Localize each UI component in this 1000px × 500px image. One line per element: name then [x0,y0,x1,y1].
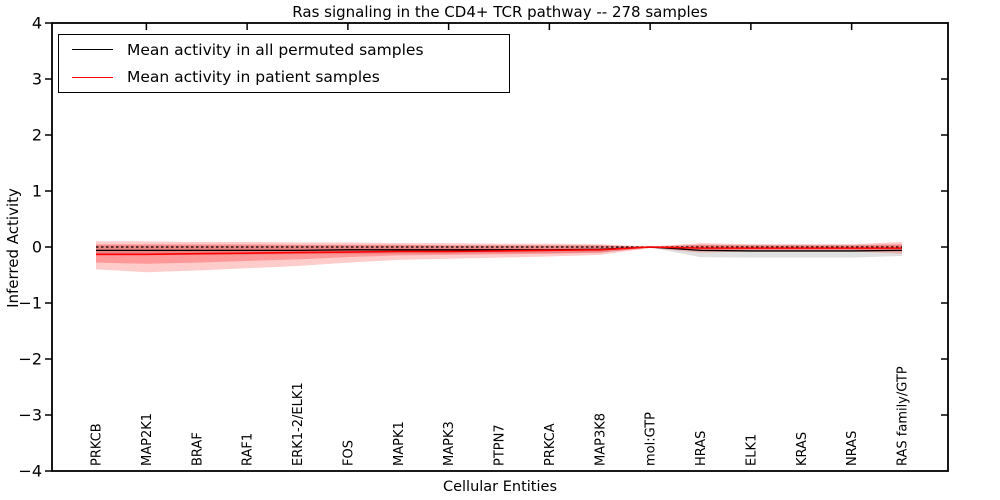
patient-samples-range-outer-band [96,241,902,273]
y-tick-label: 0 [32,238,42,257]
y-tick-label: −1 [18,294,42,313]
patient-samples-range-inner-band [96,244,902,264]
legend-label-permuted: Mean activity in all permuted samples [127,40,424,59]
chart-title: Ras signaling in the CD4+ TCR pathway --… [292,3,708,21]
legend-label-patient: Mean activity in patient samples [127,68,380,87]
x-tick-label: ELK1 [744,434,759,466]
permuted-line-swatch [72,49,113,51]
x-tick-label: PRKCA [543,423,558,466]
x-tick-label: RAS family/GTP [896,366,911,466]
x-tick-label: MAP2K1 [140,413,155,466]
y-tick-label: 1 [32,182,42,201]
x-tick-label: KRAS [795,432,810,466]
x-tick-label: MAPK3 [442,421,457,466]
legend: Mean activity in all permuted samples Me… [58,34,510,93]
x-tick-label: HRAS [694,431,709,466]
x-tick-label: PRKCB [90,423,105,466]
x-tick-label: ERK1-2/ELK1 [291,382,306,466]
x-tick-label: NRAS [845,431,860,466]
patient-line-swatch [72,76,113,78]
y-tick-label: −3 [18,406,42,425]
series-mean-activity-in-all-permuted-samples [96,246,903,252]
x-axis-label: Cellular Entities [442,479,558,495]
x-tick-label: BRAF [190,432,205,466]
y-tick-label: −4 [18,462,42,481]
y-tick-label: 4 [32,14,42,33]
series-mean-activity-in-patient-samples [96,246,902,256]
x-tick-label: RAF1 [241,433,256,466]
legend-entry-permuted: Mean activity in all permuted samples [59,37,509,63]
y-axis-label: Inferred Activity [4,188,22,308]
x-tick-label: MAPK1 [392,421,407,466]
y-tick-label: 3 [32,70,42,89]
x-tick-label: FOS [341,440,356,466]
x-tick-label: MAP3K8 [593,413,608,466]
legend-entry-patient: Mean activity in patient samples [59,64,509,90]
y-tick-label: −2 [18,350,42,369]
y-tick-label: 2 [32,126,42,145]
x-tick-label: PTPN7 [493,424,508,466]
x-tick-label: mol:GTP [644,412,659,466]
